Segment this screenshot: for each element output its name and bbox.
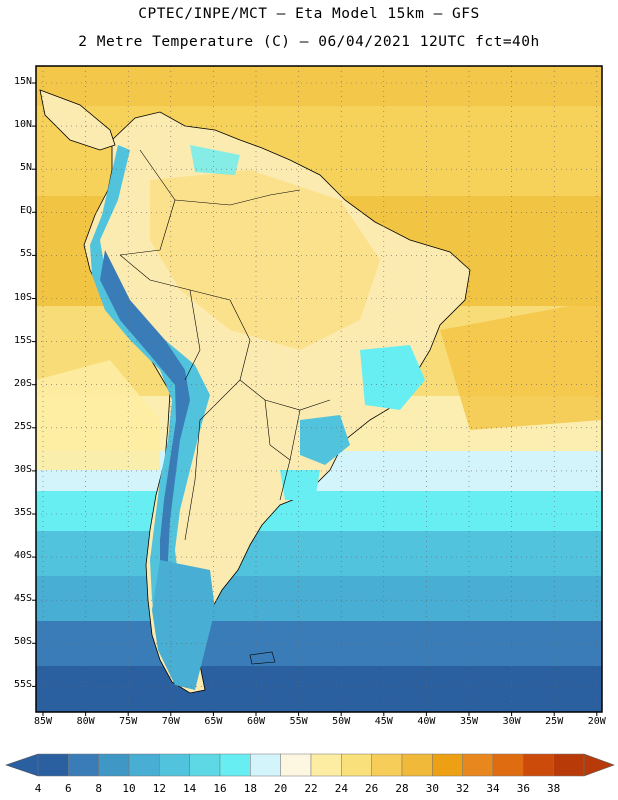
lat-label: 5S <box>19 248 32 260</box>
lat-label: 20S <box>13 377 32 389</box>
uruguay-cool <box>280 470 320 500</box>
lat-label: 30S <box>13 463 32 475</box>
lat-label: 55S <box>13 679 32 691</box>
venezuela-cool <box>190 145 240 175</box>
colorbar-swatch <box>68 753 99 777</box>
lon-label: 55W <box>289 716 308 727</box>
lat-label: 15N <box>13 76 32 87</box>
patagonia-cold <box>152 560 215 690</box>
lon-label: 45W <box>374 716 393 727</box>
colorbar-swatch <box>432 753 463 777</box>
lon-label: 50W <box>332 716 351 727</box>
colorbar-swatch <box>128 753 160 777</box>
colorbar-label: 24 <box>334 782 348 795</box>
colorbar-label: 36 <box>516 782 530 795</box>
cold-band-2 <box>36 531 602 576</box>
colorbar-swatch <box>462 753 494 777</box>
interior-warm <box>150 170 380 350</box>
colorbar-swatch <box>492 753 524 777</box>
colorbar-swatch <box>371 753 403 777</box>
cold-band-4 <box>36 621 602 666</box>
cold-band-3 <box>36 576 602 621</box>
colorbar-label: 22 <box>304 782 318 795</box>
andes-high <box>100 250 190 650</box>
colorbar-swatch <box>159 753 190 777</box>
lat-label: 10S <box>13 291 32 303</box>
colorbar <box>5 753 615 777</box>
atlantic-warm-tongue <box>440 300 602 430</box>
colorbar-label: 34 <box>486 782 500 795</box>
central-america-land <box>39 89 116 151</box>
lon-label: 80W <box>76 716 95 727</box>
southeast-brazil-cool <box>360 345 425 410</box>
lon-label: 20W <box>587 716 606 727</box>
colorbar-high-arrow <box>583 753 615 777</box>
lon-label: 85W <box>33 716 53 727</box>
colorbar-label: 4 <box>34 782 42 795</box>
colorbar-swatch <box>341 753 372 777</box>
colorbar-label: 20 <box>274 782 288 795</box>
pacific-cool-strip <box>36 360 160 470</box>
lat-label: 50S <box>13 636 32 648</box>
lat-label: 15S <box>13 334 32 346</box>
colorbar-label: 6 <box>65 782 72 795</box>
axis-ticks <box>32 82 598 716</box>
lat-label: 40S <box>13 550 32 562</box>
colorbar-swatch <box>280 753 312 777</box>
lon-label: 25W <box>545 716 564 727</box>
lon-label: 60W <box>246 716 266 727</box>
country-borders <box>119 149 331 541</box>
colorbar-label: 16 <box>213 782 227 795</box>
colorbar-label: 32 <box>456 782 470 795</box>
cold-band-5 <box>36 666 602 712</box>
title-line-1: CPTEC/INPE/MCT – Eta Model 15km – GFS <box>138 6 480 22</box>
colorbar-swatch <box>98 753 130 777</box>
colorbar-swatch <box>310 753 342 777</box>
south-brazil-cool <box>300 415 350 465</box>
colorbar-swatch <box>219 753 251 777</box>
colorbar-label: 38 <box>547 782 561 795</box>
colorbar-label: 18 <box>243 782 257 795</box>
colorbar-label: 10 <box>122 782 136 795</box>
lat-label: 5N <box>19 162 32 174</box>
colorbar-swatch <box>523 753 554 777</box>
lon-label: 70W <box>161 716 180 727</box>
colorbar-swatch <box>401 753 433 777</box>
lon-label: 65W <box>204 716 223 727</box>
colorbar-label: 12 <box>152 782 166 795</box>
lon-label: 75W <box>119 716 138 727</box>
colorbar-swatch <box>553 753 585 777</box>
colorbar-swatch <box>189 753 221 777</box>
colorbar-low-arrow <box>5 753 39 777</box>
lat-label: 25S <box>13 420 32 432</box>
lat-label: 45S <box>13 593 32 605</box>
colorbar-label: 26 <box>365 782 379 795</box>
colorbar-swatch <box>250 753 281 777</box>
colorbar-swatch <box>37 753 69 777</box>
colorbar-label: 8 <box>95 782 102 795</box>
lon-label: 30W <box>502 716 521 727</box>
lon-label: 40W <box>417 716 436 727</box>
colorbar-label: 28 <box>395 782 409 795</box>
map-frame <box>35 65 603 713</box>
colorbar-label: 14 <box>183 782 197 795</box>
lon-label: 35W <box>459 716 479 727</box>
cold-band-1 <box>36 491 602 531</box>
colorbar-label: 30 <box>425 782 439 795</box>
lat-label: EQ <box>19 205 32 217</box>
lat-label: 35S <box>13 507 32 518</box>
title-line-2: 2 Metre Temperature (C) – 06/04/2021 12U… <box>78 34 540 50</box>
warm-band-north <box>36 66 602 106</box>
lat-label: 10N <box>13 119 32 131</box>
